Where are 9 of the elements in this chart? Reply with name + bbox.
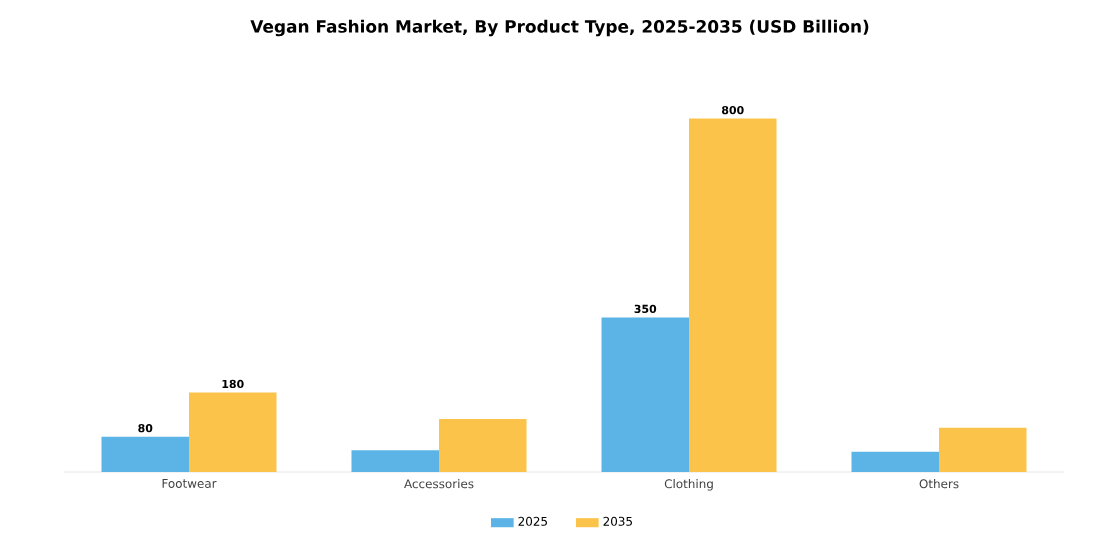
bar <box>939 427 1027 472</box>
chart-title: Vegan Fashion Market, By Product Type, 2025-2035 (USD Billion) <box>250 19 869 37</box>
bar <box>601 317 690 472</box>
bar <box>851 451 940 472</box>
bar <box>689 118 777 472</box>
bar <box>189 392 277 472</box>
bar <box>439 418 527 472</box>
bar <box>351 450 439 472</box>
bar <box>101 436 189 472</box>
